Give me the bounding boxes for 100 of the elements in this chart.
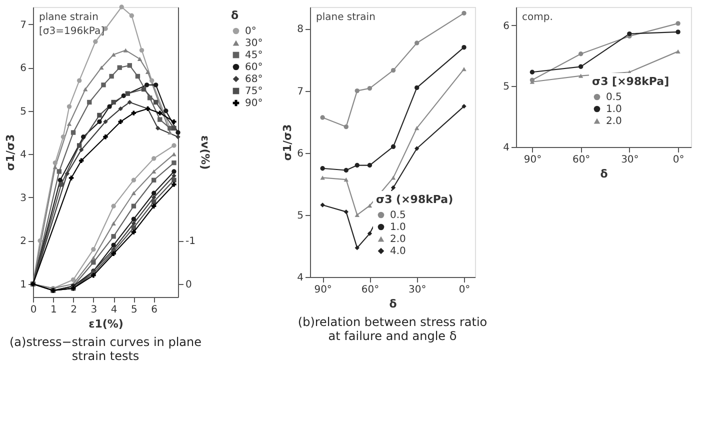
- point: [172, 152, 176, 156]
- point: [131, 178, 136, 182]
- point: [58, 182, 64, 187]
- point: [414, 40, 420, 46]
- point: [462, 45, 466, 50]
- point: [354, 88, 360, 94]
- point: [131, 204, 136, 208]
- x-tick-label: 90°: [524, 154, 542, 166]
- point: [390, 185, 396, 190]
- point: [578, 74, 584, 78]
- point: [81, 134, 86, 140]
- point: [101, 82, 106, 88]
- point: [111, 251, 116, 256]
- point: [151, 156, 156, 161]
- point: [76, 143, 82, 148]
- point: [390, 68, 396, 73]
- point: [462, 10, 466, 16]
- legend-label: 0°: [245, 26, 256, 37]
- point: [78, 158, 84, 163]
- point: [97, 119, 102, 124]
- point: [354, 212, 360, 217]
- text: (b)relation between stress ratio at failure and angle δ: [298, 315, 488, 343]
- point: [66, 104, 72, 109]
- point: [91, 247, 96, 252]
- point: [147, 96, 152, 100]
- y-axis-title: σ1/σ3: [281, 124, 294, 161]
- point: [414, 146, 420, 151]
- point: [103, 134, 108, 140]
- point: [151, 190, 156, 196]
- point: [111, 52, 116, 57]
- legend-label: 0.5: [606, 92, 622, 103]
- point: [123, 48, 128, 52]
- point: [107, 104, 112, 109]
- text: (a)stress−strain curves in plane strain tests: [9, 335, 202, 363]
- y2-tick-label: -1: [186, 236, 196, 248]
- point: [131, 191, 136, 196]
- annotation: [σ3=196kPa]: [39, 26, 105, 37]
- y-tick-label: 6: [503, 20, 510, 32]
- legend-label: 1.0: [390, 222, 406, 233]
- point: [93, 39, 98, 44]
- point: [176, 130, 180, 135]
- legend-label: 68°: [245, 74, 263, 85]
- point: [125, 91, 130, 96]
- point: [172, 169, 176, 174]
- point: [344, 209, 348, 214]
- chart-title: plane strain: [316, 12, 376, 23]
- point: [56, 169, 62, 174]
- point: [390, 144, 396, 149]
- x-axis-title: δ: [600, 168, 608, 180]
- point: [172, 143, 176, 148]
- point: [676, 21, 680, 26]
- y-tick-label: 3: [20, 192, 26, 204]
- point: [414, 85, 420, 90]
- legend-title: σ3 [×98kPa]: [592, 75, 670, 88]
- point: [172, 126, 176, 131]
- y-tick-label: 5: [297, 210, 304, 222]
- point: [87, 100, 92, 105]
- x-tick-label: 1: [50, 304, 57, 316]
- point: [137, 56, 142, 61]
- point: [131, 110, 136, 116]
- point: [172, 119, 176, 124]
- x-tick-label: 6: [151, 304, 158, 316]
- legend-label: 2.0: [606, 116, 622, 127]
- text: plane strain: [39, 12, 98, 23]
- point: [111, 242, 116, 248]
- y-tick-label: 7: [20, 20, 26, 31]
- point: [344, 178, 348, 182]
- point: [103, 119, 108, 124]
- point: [127, 100, 132, 105]
- x-tick-label: 5: [131, 304, 138, 316]
- y-tick-label: 7: [297, 86, 304, 98]
- point: [390, 176, 396, 180]
- point: [58, 178, 63, 182]
- point: [64, 171, 70, 176]
- point: [99, 66, 104, 70]
- point: [97, 112, 102, 118]
- point: [111, 221, 116, 226]
- point: [117, 65, 122, 70]
- point: [676, 49, 680, 54]
- y-tick-label: 5: [503, 82, 510, 93]
- point: [70, 277, 76, 282]
- point: [156, 126, 160, 131]
- point: [151, 178, 156, 182]
- point: [38, 238, 42, 244]
- point: [60, 134, 66, 140]
- point: [168, 130, 172, 135]
- legend-label: 30°: [245, 38, 263, 49]
- point: [78, 147, 84, 152]
- point: [354, 162, 360, 168]
- x-tick-label: 60°: [572, 154, 590, 166]
- point: [462, 67, 466, 72]
- legend-label: 4.0: [390, 246, 406, 257]
- x-tick-label: 30°: [621, 154, 639, 166]
- x-tick-label: 4: [110, 304, 118, 316]
- y-tick-label: 8: [297, 24, 304, 36]
- point: [135, 74, 140, 79]
- text: comp.: [522, 12, 553, 23]
- point: [344, 124, 348, 130]
- legend-title: σ3 (×98kPa): [376, 193, 454, 206]
- legend-label: 60°: [245, 62, 263, 73]
